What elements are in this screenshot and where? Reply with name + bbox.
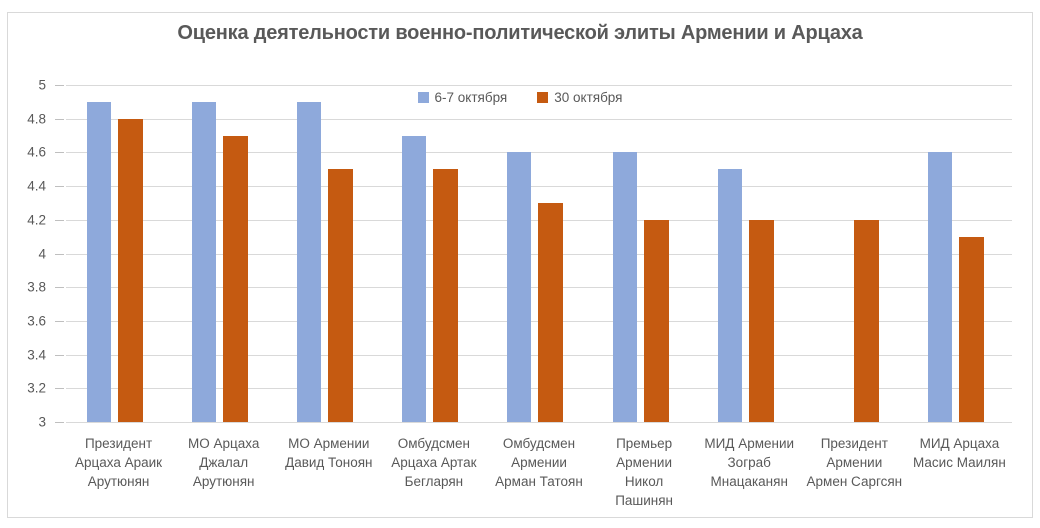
y-tick-label: 3.2	[27, 380, 46, 396]
y-tick-mark	[55, 254, 64, 255]
gridline	[66, 152, 1012, 153]
bar-series2	[749, 220, 774, 422]
bar-series2	[118, 119, 143, 422]
legend: 6-7 октября 30 октября	[8, 90, 1032, 105]
legend-swatch-icon	[417, 92, 429, 103]
y-tick-label: 5	[38, 77, 46, 93]
category-label: Премьер Армении Никол Пашинян	[615, 436, 673, 508]
category-label: Омбудсмен Арцаха Артак Бегларян	[391, 436, 477, 489]
bar-series1	[297, 102, 321, 422]
bar-series1	[613, 152, 637, 422]
y-tick-mark	[55, 388, 64, 389]
y-tick-mark	[55, 321, 64, 322]
y-tick-label: 3.8	[27, 279, 46, 295]
y-tick-label: 4	[38, 246, 46, 262]
x-axis-labels: Президент Арцаха Араик Арутюнян МО Арцаха…	[66, 434, 1012, 510]
category-label: МИД Армении Зограб Мнацаканян	[704, 436, 795, 489]
gridline	[66, 85, 1012, 86]
gridline	[66, 422, 1012, 423]
legend-label: 6-7 октября	[434, 90, 508, 105]
bar-series1	[192, 102, 216, 422]
y-tick-label: 3.6	[27, 313, 46, 329]
gridline	[66, 119, 1012, 120]
gridline	[66, 186, 1012, 187]
bar-series2	[223, 136, 248, 422]
bar-series2	[854, 220, 879, 422]
bar-series1	[87, 102, 111, 422]
y-tick-mark	[55, 355, 64, 356]
y-axis-labels: 5 4.8 4.6 4.4 4.2 4 3.8 3.6 3.4 3.2 3	[8, 78, 46, 430]
bar-series2	[959, 237, 984, 422]
plot-area	[66, 85, 1012, 423]
bar-series1	[402, 136, 426, 422]
bar-series2	[433, 169, 458, 422]
y-tick-marks	[55, 85, 64, 423]
chart-container: Оценка деятельности военно-политической …	[7, 12, 1033, 518]
legend-item: 6-7 октября	[417, 90, 508, 105]
category-label: Омбудсмен Армении Арман Татоян	[495, 436, 583, 489]
bar-series1	[718, 169, 742, 422]
y-tick-mark	[55, 85, 64, 86]
y-tick-label: 4.2	[27, 212, 46, 228]
bar-series1	[507, 152, 531, 422]
y-tick-label: 3.4	[27, 347, 46, 363]
y-tick-label: 4.4	[27, 178, 46, 194]
category-label: Президент Армении Армен Саргсян	[806, 436, 903, 489]
legend-label: 30 октября	[554, 90, 623, 105]
y-tick-label: 3	[38, 414, 46, 430]
y-tick-mark	[55, 186, 64, 187]
bar-series2	[538, 203, 563, 422]
bar-series1	[928, 152, 952, 422]
legend-swatch-icon	[537, 92, 549, 103]
y-tick-mark	[55, 220, 64, 221]
chart-title: Оценка деятельности военно-политической …	[177, 22, 863, 44]
category-label: МО Армении Давид Тоноян	[285, 436, 373, 470]
y-tick-mark	[55, 422, 64, 423]
category-label: МИД Арцаха Масис Маилян	[913, 436, 1006, 470]
y-tick-mark	[55, 152, 64, 153]
y-tick-mark	[55, 119, 64, 120]
y-tick-label: 4.6	[27, 144, 46, 160]
bar-series2	[644, 220, 669, 422]
legend-item: 30 октября	[537, 90, 622, 105]
y-tick-label: 4.8	[27, 111, 46, 127]
y-tick-mark	[55, 287, 64, 288]
category-label: Президент Арцаха Араик Арутюнян	[75, 436, 163, 489]
category-label: МО Арцаха Джалал Арутюнян	[187, 436, 260, 489]
bar-series2	[328, 169, 353, 422]
